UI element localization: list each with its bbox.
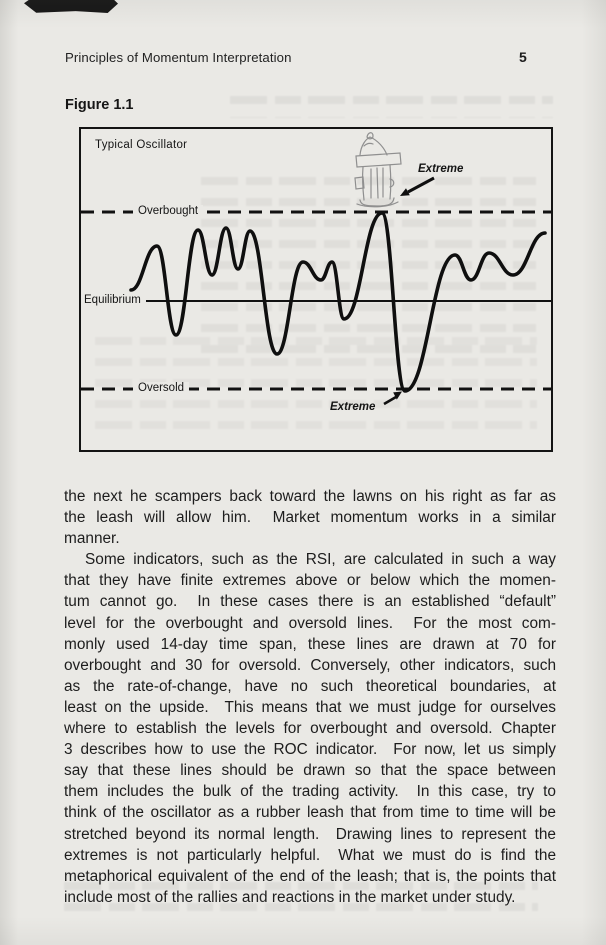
scan-artifact-mark [24, 0, 118, 13]
extreme-arrow-bottom [383, 391, 402, 406]
text-line: metaphorical equivalent of the end of th… [64, 867, 556, 885]
text-line: least on the upside. This means that we … [64, 698, 556, 716]
text-line: include most of the rallies and reaction… [64, 888, 516, 906]
chart-title: Typical Oscillator [95, 139, 188, 151]
text-line: as the rate-of-change, have no such theo… [64, 677, 556, 695]
text-line: extremes is not particularly helpful. Wh… [64, 846, 556, 864]
running-header: Principles of Momentum Interpretation [65, 50, 292, 65]
figure-caption: Figure 1.1 [65, 97, 134, 113]
page-number: 5 [519, 49, 527, 65]
text-line: tum cannot go. In these cases there is a… [64, 593, 556, 611]
overbought-label: Overbought [133, 205, 204, 218]
text-line: the leash will allow him. Market momentu… [64, 509, 556, 527]
text-line: 3 describes how to use the ROC indicator… [64, 741, 556, 759]
text-line: them includes the bulk of the trading ac… [64, 783, 556, 801]
text-line: the next he scampers back toward the law… [64, 488, 556, 505]
fire-hydrant-sketch [354, 132, 402, 208]
text-line: level for the overbought and oversold li… [64, 614, 556, 632]
text-line: monly used 14-day time span, these lines… [64, 635, 556, 653]
text-line: where to establish the levels for overbo… [64, 720, 556, 738]
text-line: that they have finite extremes above or … [64, 572, 556, 590]
text-line: Some indicators, such as the RSI, are ca… [85, 551, 556, 569]
oversold-label: Oversold [133, 382, 190, 395]
text-line: manner. [64, 530, 120, 548]
ink-bleed-through [230, 96, 553, 118]
body-text: the next he scampers back toward the law… [64, 486, 556, 908]
text-line: think of the oscillator as a rubber leas… [64, 804, 556, 822]
extreme-annotation-top: Extreme [418, 163, 464, 175]
text-line: overbought and 30 for oversold. Converse… [64, 656, 556, 674]
oscillator-curve [129, 211, 547, 393]
oscillator-chart [81, 132, 551, 406]
extreme-arrow-top [400, 176, 435, 196]
text-line: stretched beyond its normal length. Draw… [64, 825, 556, 843]
extreme-annotation-bottom: Extreme [330, 401, 376, 413]
oscillator-figure: Typical Oscillator Overbought Equilibriu… [79, 127, 553, 452]
equilibrium-label: Equilibrium [81, 294, 146, 307]
text-line: say that these lines should be drawn so … [64, 762, 556, 780]
